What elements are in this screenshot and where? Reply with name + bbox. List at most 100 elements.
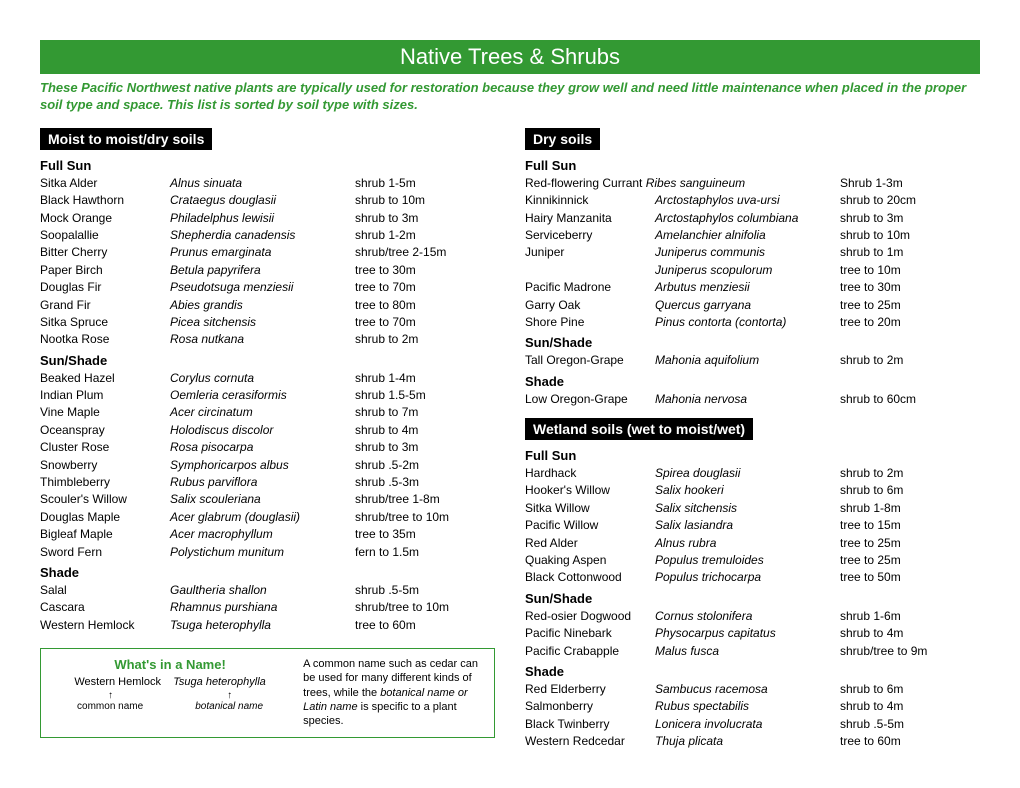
plant-row: Pacific MadroneArbutus menziesiitree to … bbox=[525, 279, 980, 296]
plant-common: Garry Oak bbox=[525, 297, 655, 314]
plant-common: Red Elderberry bbox=[525, 681, 655, 698]
plant-common: Sitka Willow bbox=[525, 500, 655, 517]
plant-latin: Philadelphus lewisii bbox=[170, 210, 355, 227]
content-columns: Moist to moist/dry soils Full SunSitka A… bbox=[40, 128, 980, 751]
plant-size: shrub to 7m bbox=[355, 404, 495, 421]
plant-latin: Gaultheria shallon bbox=[170, 582, 355, 599]
section-dry: Dry soils bbox=[525, 128, 600, 150]
group-subheader: Shade bbox=[525, 664, 980, 679]
plant-common: Quaking Aspen bbox=[525, 552, 655, 569]
group-subheader: Sun/Shade bbox=[525, 591, 980, 606]
plant-size: tree to 60m bbox=[355, 617, 495, 634]
plant-row: Pacific CrabappleMalus fuscashrub/tree t… bbox=[525, 643, 980, 660]
arrow-up-icon: ↑ bbox=[227, 690, 232, 701]
plant-latin: Quercus garryana bbox=[655, 297, 840, 314]
plant-latin: Mahonia nervosa bbox=[655, 391, 840, 408]
plant-size: shrub/tree 1-8m bbox=[355, 491, 495, 508]
plant-row: CascaraRhamnus purshianashrub/tree to 10… bbox=[40, 599, 495, 616]
plant-row: Hooker's WillowSalix hookerishrub to 6m bbox=[525, 482, 980, 499]
right-bottom-groups: Full SunHardhackSpirea douglasiishrub to… bbox=[525, 448, 980, 750]
plant-size: shrub to 2m bbox=[840, 465, 980, 482]
plant-common: Black Hawthorn bbox=[40, 192, 170, 209]
plant-latin: Juniperus scopulorum bbox=[655, 262, 840, 279]
plant-row: Quaking AspenPopulus tremuloidestree to … bbox=[525, 552, 980, 569]
plant-latin: Cornus stolonifera bbox=[655, 608, 840, 625]
plant-size: shrub to 3m bbox=[355, 439, 495, 456]
plant-row: Red ElderberrySambucus racemosashrub to … bbox=[525, 681, 980, 698]
plant-latin: Shepherdia canadensis bbox=[170, 227, 355, 244]
plant-common: Pacific Ninebark bbox=[525, 625, 655, 642]
plant-size: tree to 30m bbox=[355, 262, 495, 279]
plant-common: Shore Pine bbox=[525, 314, 655, 331]
plant-common: Salmonberry bbox=[525, 698, 655, 715]
plant-common: Cluster Rose bbox=[40, 439, 170, 456]
plant-row: Tall Oregon-GrapeMahonia aquifoliumshrub… bbox=[525, 352, 980, 369]
plant-latin: Rubus parviflora bbox=[170, 474, 355, 491]
plant-size: shrub to 3m bbox=[840, 210, 980, 227]
plant-row: SalmonberryRubus spectabilisshrub to 4m bbox=[525, 698, 980, 715]
plant-size: shrub to 4m bbox=[355, 422, 495, 439]
plant-size: tree to 70m bbox=[355, 279, 495, 296]
plant-size: shrub .5-5m bbox=[355, 582, 495, 599]
plant-size: tree to 30m bbox=[840, 279, 980, 296]
plant-size: shrub to 2m bbox=[840, 352, 980, 369]
plant-common: Tall Oregon-Grape bbox=[525, 352, 655, 369]
plant-latin: Spirea douglasii bbox=[655, 465, 840, 482]
plant-row: ServiceberryAmelanchier alnifoliashrub t… bbox=[525, 227, 980, 244]
plant-size: tree to 10m bbox=[840, 262, 980, 279]
plant-common: Sword Fern bbox=[40, 544, 170, 561]
left-groups: Full SunSitka AlderAlnus sinuatashrub 1-… bbox=[40, 158, 495, 634]
plant-size: shrub to 6m bbox=[840, 482, 980, 499]
name-ex-latin: Tsuga heterophylla bbox=[173, 676, 266, 688]
group-subheader: Full Sun bbox=[525, 158, 980, 173]
plant-latin: Polystichum munitum bbox=[170, 544, 355, 561]
plant-common: Western Hemlock bbox=[40, 617, 170, 634]
plant-size: shrub 1-8m bbox=[840, 500, 980, 517]
plant-latin: Crataegus douglasii bbox=[170, 192, 355, 209]
plant-row: Pacific NinebarkPhysocarpus capitatusshr… bbox=[525, 625, 980, 642]
plant-latin: Juniperus communis bbox=[655, 244, 840, 261]
page-title: Native Trees & Shrubs bbox=[40, 40, 980, 74]
left-column: Moist to moist/dry soils Full SunSitka A… bbox=[40, 128, 495, 751]
plant-row: Nootka RoseRosa nutkanashrub to 2m bbox=[40, 331, 495, 348]
plant-size: shrub 1-6m bbox=[840, 608, 980, 625]
plant-size: tree to 15m bbox=[840, 517, 980, 534]
plant-size: fern to 1.5m bbox=[355, 544, 495, 561]
plant-latin: Alnus sinuata bbox=[170, 175, 355, 192]
plant-common: Bigleaf Maple bbox=[40, 526, 170, 543]
plant-size: shrub to 3m bbox=[355, 210, 495, 227]
plant-latin: Symphoricarpos albus bbox=[170, 457, 355, 474]
plant-latin: Rhamnus purshiana bbox=[170, 599, 355, 616]
section-moist: Moist to moist/dry soils bbox=[40, 128, 212, 150]
plant-latin: Populus tremuloides bbox=[655, 552, 840, 569]
plant-common: Nootka Rose bbox=[40, 331, 170, 348]
intro-text: These Pacific Northwest native plants ar… bbox=[40, 80, 980, 114]
plant-row: JuniperJuniperus communisshrub to 1m bbox=[525, 244, 980, 261]
plant-size: tree to 50m bbox=[840, 569, 980, 586]
plant-row: HardhackSpirea douglasiishrub to 2m bbox=[525, 465, 980, 482]
plant-latin: Thuja plicata bbox=[655, 733, 840, 750]
plant-common: Vine Maple bbox=[40, 404, 170, 421]
plant-size: shrub 1-2m bbox=[355, 227, 495, 244]
plant-common: Paper Birch bbox=[40, 262, 170, 279]
name-box-example: Western Hemlock Tsuga heterophylla bbox=[51, 676, 289, 688]
plant-row: Paper BirchBetula papyriferatree to 30m bbox=[40, 262, 495, 279]
right-column: Dry soils Full SunRed-flowering Currant … bbox=[525, 128, 980, 751]
plant-latin: Prunus emarginata bbox=[170, 244, 355, 261]
plant-latin: Acer glabrum (douglasii) bbox=[170, 509, 355, 526]
plant-size: shrub to 10m bbox=[840, 227, 980, 244]
plant-latin: Physocarpus capitatus bbox=[655, 625, 840, 642]
plant-common bbox=[525, 262, 655, 279]
plant-size: tree to 80m bbox=[355, 297, 495, 314]
plant-common: Pacific Madrone bbox=[525, 279, 655, 296]
plant-common: Black Cottonwood bbox=[525, 569, 655, 586]
plant-row: Douglas MapleAcer glabrum (douglasii)shr… bbox=[40, 509, 495, 526]
plant-latin: Tsuga heterophylla bbox=[170, 617, 355, 634]
plant-latin: Rosa nutkana bbox=[170, 331, 355, 348]
plant-latin: Pseudotsuga menziesii bbox=[170, 279, 355, 296]
plant-row: Scouler's WillowSalix scoulerianashrub/t… bbox=[40, 491, 495, 508]
plant-latin: Salix lasiandra bbox=[655, 517, 840, 534]
plant-row: Cluster RoseRosa pisocarpashrub to 3m bbox=[40, 439, 495, 456]
plant-common: Salal bbox=[40, 582, 170, 599]
plant-latin: Rubus spectabilis bbox=[655, 698, 840, 715]
